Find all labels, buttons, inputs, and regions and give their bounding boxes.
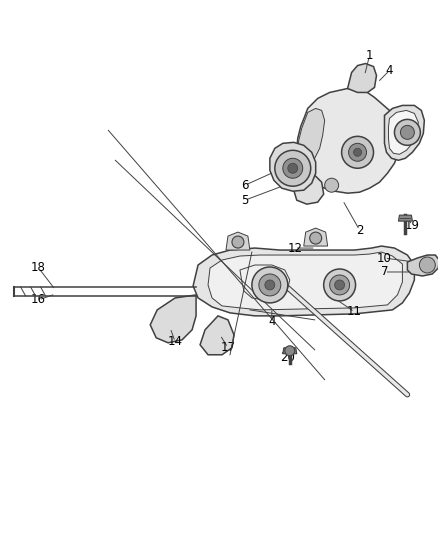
Circle shape xyxy=(284,346,294,356)
Text: 18: 18 xyxy=(31,262,46,274)
Text: 6: 6 xyxy=(240,179,248,192)
Polygon shape xyxy=(282,348,296,354)
Circle shape xyxy=(418,257,434,273)
Polygon shape xyxy=(303,228,327,246)
Text: 11: 11 xyxy=(346,305,361,318)
Text: 7: 7 xyxy=(380,265,387,278)
Polygon shape xyxy=(193,246,413,316)
Circle shape xyxy=(341,136,373,168)
Polygon shape xyxy=(297,108,324,168)
Text: 12: 12 xyxy=(286,241,302,255)
Circle shape xyxy=(282,158,302,178)
Text: 16: 16 xyxy=(31,293,46,306)
Polygon shape xyxy=(200,316,233,355)
Circle shape xyxy=(348,143,366,161)
Text: 17: 17 xyxy=(220,341,235,354)
Text: 19: 19 xyxy=(404,219,419,232)
Circle shape xyxy=(353,148,361,156)
Text: 1: 1 xyxy=(365,49,372,62)
Polygon shape xyxy=(384,106,424,160)
Circle shape xyxy=(334,280,344,290)
Polygon shape xyxy=(226,232,249,250)
Text: 20: 20 xyxy=(280,351,294,364)
Circle shape xyxy=(251,267,287,303)
Circle shape xyxy=(258,274,280,296)
Polygon shape xyxy=(269,142,315,191)
Polygon shape xyxy=(398,215,411,221)
Text: 10: 10 xyxy=(376,252,391,264)
Circle shape xyxy=(309,232,321,244)
Circle shape xyxy=(274,150,310,186)
Text: 4: 4 xyxy=(385,64,392,77)
Circle shape xyxy=(394,119,420,146)
Polygon shape xyxy=(208,252,402,310)
Polygon shape xyxy=(150,295,196,343)
Text: 14: 14 xyxy=(167,335,182,348)
Polygon shape xyxy=(406,255,438,276)
Circle shape xyxy=(264,280,274,290)
Text: 5: 5 xyxy=(241,193,248,207)
Circle shape xyxy=(287,163,297,173)
Polygon shape xyxy=(296,88,400,193)
Circle shape xyxy=(399,125,413,139)
Circle shape xyxy=(231,236,244,248)
Polygon shape xyxy=(388,110,417,154)
Polygon shape xyxy=(293,170,323,204)
Text: 2: 2 xyxy=(355,224,363,237)
Circle shape xyxy=(323,269,355,301)
Circle shape xyxy=(324,178,338,192)
Text: 4: 4 xyxy=(268,316,275,328)
Circle shape xyxy=(329,275,349,295)
Polygon shape xyxy=(347,63,376,92)
